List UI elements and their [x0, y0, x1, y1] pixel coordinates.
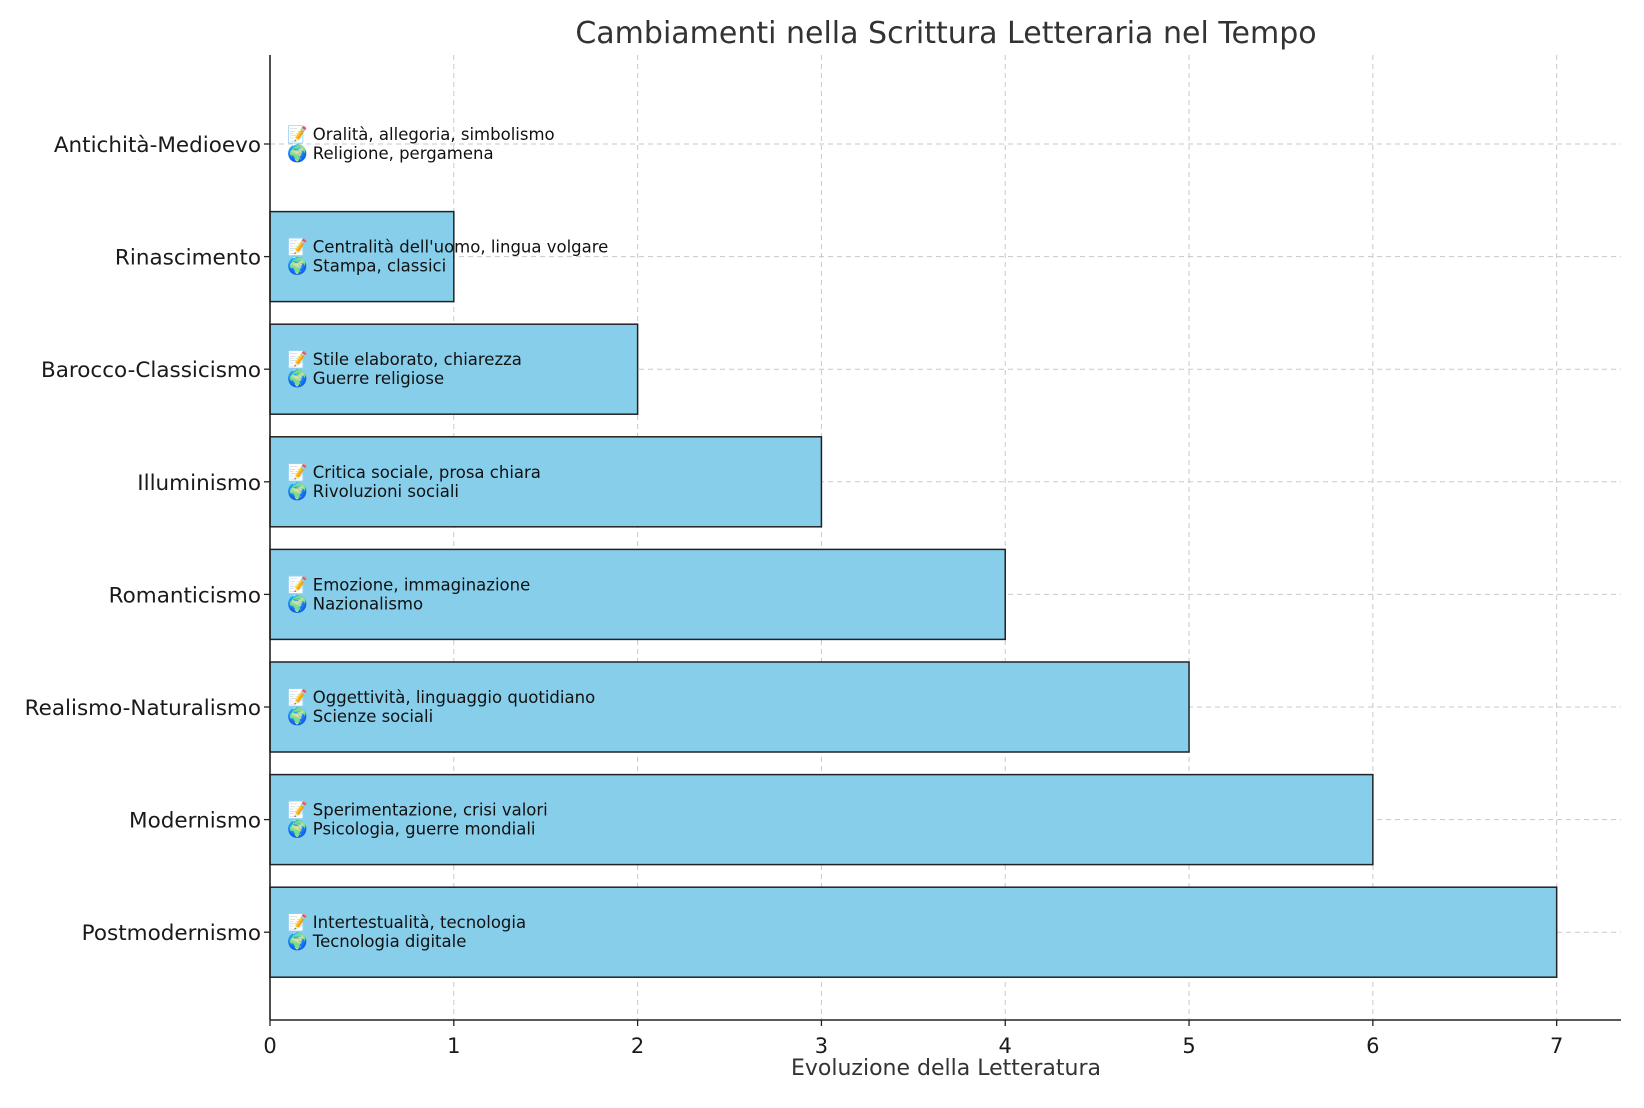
- bar-annotation-style: 📝 Stile elaborato, chiarezza: [287, 350, 522, 369]
- bar: [269, 773, 1374, 866]
- x-tick-label: 6: [1366, 1034, 1379, 1058]
- category-label: Illuminismo: [137, 471, 261, 496]
- bars: [269, 210, 1558, 978]
- bar-annotation-context: 🌍 Guerre religiose: [287, 369, 444, 388]
- bar: [269, 323, 639, 415]
- x-tick-label: 3: [815, 1034, 828, 1058]
- category-label: Realismo-Naturalismo: [25, 696, 261, 721]
- x-tick-label: 1: [447, 1034, 460, 1058]
- bar-annotation-context: 🌍 Psicologia, guerre mondiali: [287, 820, 536, 839]
- bar: [269, 436, 823, 528]
- category-label: Rinascimento: [115, 246, 261, 271]
- bar-annotation-style: 📝 Intertestualità, tecnologia: [287, 913, 526, 932]
- x-tick-labels: 0 1 2 3 4 5 6 7: [263, 1034, 1563, 1058]
- bar-annotation-style: 📝 Emozione, immaginazione: [287, 575, 530, 594]
- bar-annotations: 📝 Oralità, allegoria, simbolismo🌍 Religi…: [287, 125, 608, 951]
- x-tick-label: 7: [1550, 1034, 1563, 1058]
- bar: [269, 886, 1558, 978]
- grid-lines: [270, 55, 1621, 1020]
- bar-annotation-context: 🌍 Nazionalismo: [287, 594, 423, 613]
- bar-annotation-context: 🌍 Rivoluzioni sociali: [287, 482, 459, 501]
- x-axis-title: Evoluzione della Letteratura: [791, 1056, 1101, 1081]
- category-labels: Antichità-Medioevo Rinascimento Barocco-Cl…: [25, 133, 261, 946]
- bar-annotation-context: 🌍 Stampa, classici: [287, 257, 446, 276]
- bar-annotation-style: 📝 Oralità, allegoria, simbolismo: [287, 125, 555, 144]
- x-tick-label: 2: [631, 1034, 644, 1058]
- category-label: Romanticismo: [109, 583, 261, 608]
- category-label: Modernismo: [129, 809, 261, 834]
- x-tick-label: 5: [1182, 1034, 1195, 1058]
- category-label: Antichità-Medioevo: [54, 133, 261, 158]
- bar: [269, 548, 1006, 641]
- bar-annotation-style: 📝 Oggettività, linguaggio quotidiano: [287, 688, 595, 707]
- bar-annotation-context: 🌍 Religione, pergamena: [287, 144, 494, 163]
- bar-annotation-context: 🌍 Tecnologia digitale: [287, 932, 466, 951]
- bar-annotation-style: 📝 Sperimentazione, crisi valori: [287, 801, 548, 820]
- bar-annotation-style: 📝 Centralità dell'uomo, lingua volgare: [287, 238, 608, 257]
- chart-title: Cambiamenti nella Scrittura Letteraria n…: [575, 16, 1316, 51]
- category-label: Postmodernismo: [82, 921, 261, 946]
- x-tick-label: 4: [999, 1034, 1012, 1058]
- axes: [264, 55, 1621, 1026]
- bar-annotation-style: 📝 Critica sociale, prosa chiara: [287, 463, 541, 482]
- bar: [269, 661, 1190, 753]
- bar-annotation-context: 🌍 Scienze sociali: [287, 707, 433, 726]
- category-label: Barocco-Classicismo: [41, 358, 261, 383]
- x-tick-label: 0: [263, 1034, 276, 1058]
